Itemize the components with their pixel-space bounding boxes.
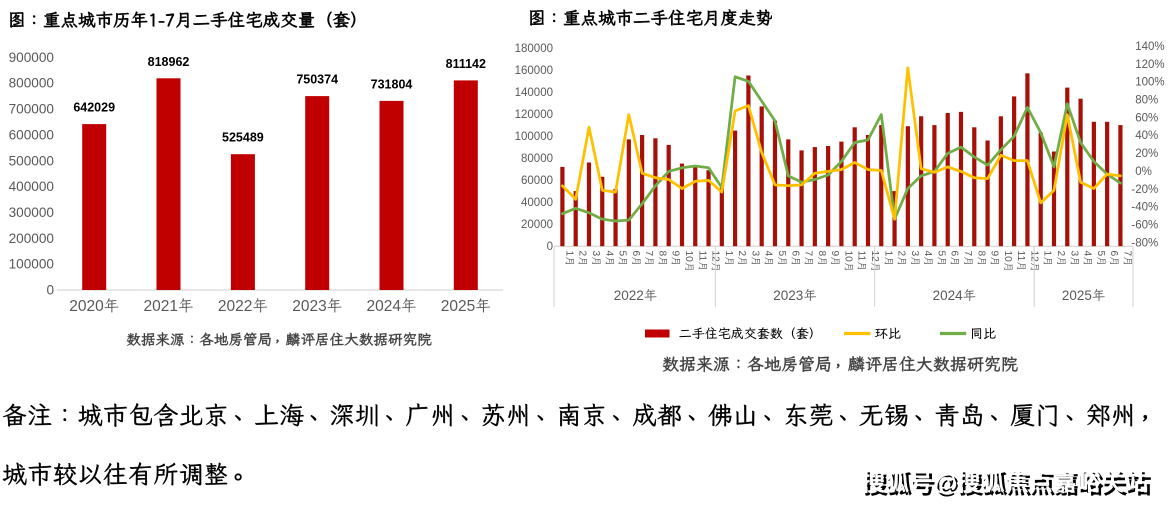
svg-text:11月: 11月: [1015, 251, 1027, 272]
svg-text:5月: 5月: [776, 251, 788, 267]
svg-text:-60%: -60%: [1131, 220, 1158, 232]
svg-text:2023年: 2023年: [292, 298, 342, 315]
svg-text:图：重点城市二手住宅月度走势: 图：重点城市二手住宅月度走势: [528, 6, 773, 29]
svg-text:80%: 80%: [1135, 95, 1158, 107]
svg-text:120000: 120000: [515, 109, 553, 121]
svg-text:0: 0: [46, 283, 54, 298]
svg-text:500000: 500000: [9, 153, 55, 168]
svg-text:1月: 1月: [723, 251, 735, 267]
svg-text:811142: 811142: [446, 57, 486, 71]
svg-text:10月: 10月: [842, 251, 854, 273]
svg-text:9月: 9月: [670, 251, 682, 267]
svg-text:2月: 2月: [1055, 251, 1067, 267]
svg-text:2023年: 2023年: [773, 288, 817, 303]
svg-text:40%: 40%: [1135, 130, 1158, 142]
svg-text:11月: 11月: [696, 251, 708, 272]
svg-text:-40%: -40%: [1131, 202, 1158, 214]
svg-text:750374: 750374: [296, 73, 338, 87]
svg-text:180000: 180000: [515, 43, 553, 55]
svg-text:300000: 300000: [9, 205, 55, 220]
svg-text:2022年: 2022年: [614, 288, 658, 303]
svg-text:100000: 100000: [9, 257, 55, 272]
svg-text:4月: 4月: [1082, 251, 1094, 267]
svg-text:100%: 100%: [1135, 77, 1164, 89]
svg-text:6月: 6月: [789, 251, 801, 267]
svg-text:8月: 8月: [656, 251, 668, 267]
svg-text:3月: 3月: [909, 251, 921, 267]
svg-text:160000: 160000: [515, 65, 553, 77]
svg-text:60000: 60000: [521, 175, 553, 187]
svg-text:6月: 6月: [630, 251, 642, 267]
svg-text:2022年: 2022年: [218, 298, 268, 315]
svg-text:6月: 6月: [1108, 251, 1120, 267]
svg-text:11月: 11月: [856, 251, 868, 272]
svg-text:2025年: 2025年: [1062, 288, 1106, 303]
svg-text:1月: 1月: [882, 251, 894, 267]
svg-text:二手住宅成交套数（套）: 二手住宅成交套数（套）: [679, 325, 822, 342]
svg-text:7月: 7月: [643, 251, 655, 267]
svg-text:2020年: 2020年: [69, 298, 119, 315]
svg-text:600000: 600000: [9, 127, 55, 142]
svg-text:环比: 环比: [875, 325, 901, 342]
svg-text:10月: 10月: [1002, 251, 1014, 273]
svg-text:7月: 7月: [803, 251, 815, 267]
svg-text:2月: 2月: [896, 251, 908, 267]
svg-text:0: 0: [547, 241, 553, 253]
svg-text:2024年: 2024年: [367, 298, 417, 315]
svg-text:6月: 6月: [949, 251, 961, 267]
svg-text:525489: 525489: [222, 131, 264, 145]
svg-text:80000: 80000: [521, 153, 553, 165]
svg-text:10月: 10月: [683, 251, 695, 273]
svg-text:140%: 140%: [1135, 41, 1164, 53]
svg-text:120%: 120%: [1135, 59, 1164, 71]
svg-text:2月: 2月: [577, 251, 589, 267]
svg-text:2024年: 2024年: [933, 288, 977, 303]
svg-text:3月: 3月: [1068, 251, 1080, 267]
svg-text:5月: 5月: [617, 251, 629, 267]
svg-text:4月: 4月: [922, 251, 934, 267]
svg-text:8月: 8月: [975, 251, 987, 267]
svg-text:642029: 642029: [73, 101, 115, 115]
svg-text:0%: 0%: [1135, 166, 1152, 178]
svg-text:40000: 40000: [521, 197, 553, 209]
svg-text:4月: 4月: [603, 251, 615, 267]
svg-text:200000: 200000: [9, 231, 55, 246]
svg-text:9月: 9月: [989, 251, 1001, 267]
svg-text:20000: 20000: [521, 219, 553, 231]
svg-text:7月: 7月: [1121, 251, 1133, 267]
svg-text:4月: 4月: [763, 251, 775, 267]
svg-text:60%: 60%: [1135, 112, 1158, 124]
svg-text:731804: 731804: [371, 77, 413, 91]
svg-text:3月: 3月: [749, 251, 761, 267]
svg-text:800000: 800000: [9, 76, 55, 91]
svg-text:400000: 400000: [9, 179, 55, 194]
svg-text:2月: 2月: [736, 251, 748, 267]
svg-text:100000: 100000: [515, 131, 553, 143]
svg-text:2025年: 2025年: [441, 298, 491, 315]
svg-text:700000: 700000: [9, 102, 55, 117]
svg-text:-20%: -20%: [1131, 184, 1158, 196]
svg-text:-80%: -80%: [1131, 238, 1158, 250]
svg-text:1月: 1月: [1042, 251, 1054, 267]
svg-text:图：重点城市历年1-7月二手住宅成交量（套）: 图：重点城市历年1-7月二手住宅成交量（套）: [8, 8, 368, 31]
svg-text:5月: 5月: [1095, 251, 1107, 267]
svg-text:20%: 20%: [1135, 148, 1158, 160]
svg-text:数据来源：各地房管局，​麟评居住大数据研究院: 数据来源：各地房管局，​麟评居住大数据研究院: [662, 352, 1018, 377]
svg-text:2021年: 2021年: [144, 298, 194, 315]
svg-text:7月: 7月: [962, 251, 974, 267]
svg-text:1月: 1月: [563, 251, 575, 267]
svg-text:8月: 8月: [816, 251, 828, 267]
svg-text:同比: 同比: [970, 325, 996, 342]
svg-text:3月: 3月: [590, 251, 602, 267]
svg-text:9月: 9月: [829, 251, 841, 267]
svg-text:900000: 900000: [9, 50, 55, 65]
svg-text:140000: 140000: [515, 87, 553, 99]
svg-text:5月: 5月: [935, 251, 947, 267]
svg-text:818962: 818962: [148, 55, 190, 69]
svg-text:数据来源：各地房管局，​麟评居住大数据研究院: 数据来源：各地房管局，​麟评居住大数据研究院: [126, 331, 432, 352]
